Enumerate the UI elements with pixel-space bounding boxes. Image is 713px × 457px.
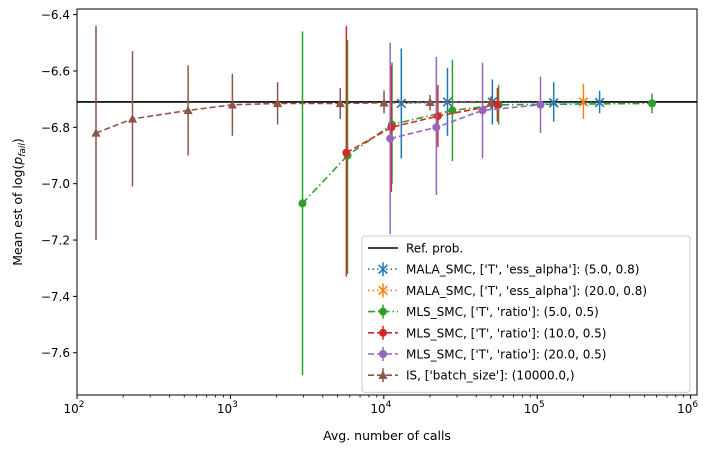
- legend-label-6: IS, ['batch_size']: (10000.0,): [406, 369, 575, 383]
- data-point-3-2: [433, 112, 442, 121]
- legend-label-3: MLS_SMC, ['T', 'ratio']: (5.0, 0.5): [406, 305, 599, 319]
- legend-label-0: Ref. prob.: [406, 242, 463, 256]
- data-point-5-3: [227, 100, 237, 109]
- series-5: [91, 25, 496, 241]
- data-point-4-3: [536, 100, 545, 109]
- series-4: [386, 42, 545, 235]
- legend-label-5: MLS_SMC, ['T', 'ratio']: (20.0, 0.5): [406, 348, 606, 362]
- series-line-4: [390, 104, 541, 140]
- x-tick-label-4: 106: [677, 400, 698, 416]
- y-axis-label-var: p: [10, 157, 25, 166]
- x-tick-label-2: 104: [370, 400, 391, 416]
- plot-area: [77, 25, 697, 376]
- data-point-2-0: [298, 199, 307, 208]
- legend-box: [361, 235, 691, 393]
- data-point-4-1: [432, 123, 441, 132]
- data-point-2-5: [648, 99, 657, 108]
- x-tick-label-3: 105: [524, 400, 545, 416]
- data-point-4-0: [386, 134, 395, 143]
- y-tick-label-0: −6.4: [41, 8, 70, 22]
- data-point-5-1: [127, 114, 138, 123]
- x-axis-label: Avg. number of calls: [323, 428, 451, 443]
- y-axis-label-main: Mean est of log(: [10, 165, 25, 266]
- legend-marker-5: [379, 350, 387, 358]
- legend: Ref. prob. MALA_SMC, ['T', 'ess_alpha']: …: [361, 235, 691, 393]
- y-tick-label-1: −6.6: [41, 64, 70, 78]
- plot-frame: [76, 8, 698, 396]
- data-point-4-2: [478, 106, 487, 115]
- data-point-5-0: [91, 128, 101, 137]
- data-point-2-3: [448, 106, 457, 115]
- legend-marker-6: [378, 370, 388, 379]
- x-tick-label-0: 102: [63, 400, 84, 416]
- data-point-0-3: [548, 97, 559, 108]
- x-tick-label-1: 103: [217, 400, 238, 416]
- data-point-5-7: [425, 97, 435, 106]
- legend-marker-4: [379, 328, 387, 337]
- plot-layer: [77, 25, 697, 376]
- y-axis-label: Mean est of log(pfail): [10, 138, 28, 266]
- axes-layer: 102 103 104 105 106 −6.4 −6.6 −6.8 −7.0 −7.2 −7.4 −…: [41, 8, 699, 416]
- data-point-0-4: [594, 97, 605, 108]
- legend-marker-1: [378, 264, 388, 275]
- y-tick-label-2: −6.8: [41, 121, 70, 135]
- legend-marker-3: [379, 307, 387, 316]
- series-line-3: [346, 104, 498, 154]
- data-point-5-6: [379, 98, 389, 107]
- data-point-3-0: [342, 148, 351, 157]
- y-tick-label-5: −7.4: [41, 290, 70, 304]
- y-axis-label-close: ): [10, 138, 25, 143]
- series-line-2: [301, 102, 653, 204]
- y-tick-label-3: −7.0: [41, 177, 70, 191]
- data-point-3-1: [387, 123, 396, 132]
- legend-label-4: MLS_SMC, ['T', 'ratio']: (10.0, 0.5): [406, 326, 606, 340]
- data-point-3-3: [493, 100, 502, 109]
- legend-label-2: MALA_SMC, ['T', 'ess_alpha']: (20.0, 0.8…: [406, 284, 647, 298]
- legend-marker-2: [378, 285, 388, 296]
- y-axis-label-sub: fail: [18, 143, 28, 157]
- data-point-5-8: [486, 97, 496, 106]
- data-point-5-4: [272, 98, 283, 108]
- y-tick-label-6: −7.6: [41, 346, 70, 360]
- legend-label-1: MALA_SMC, ['T', 'ess_alpha']: (5.0, 0.8): [406, 263, 639, 277]
- y-tick-label-4: −7.2: [41, 234, 70, 248]
- data-point-5-2: [183, 105, 193, 115]
- data-point-5-5: [335, 98, 345, 108]
